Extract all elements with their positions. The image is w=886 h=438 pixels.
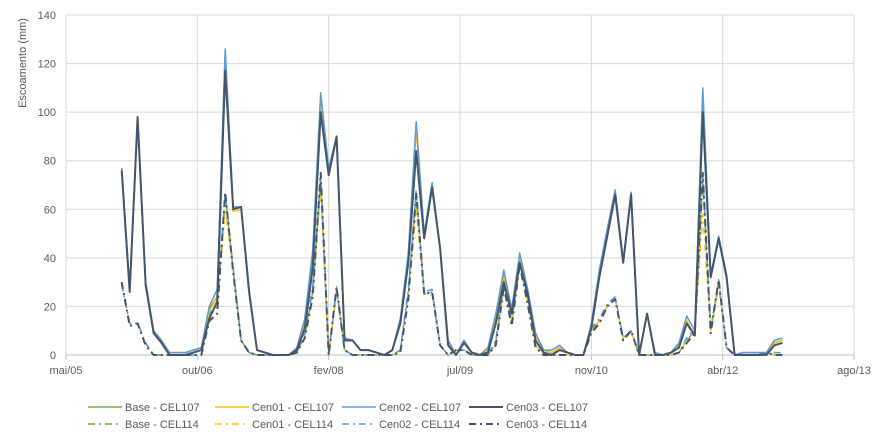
y-tick-label: 140 xyxy=(38,10,56,22)
y-tick-label: 0 xyxy=(50,350,56,362)
legend-entry: Cen01 - CEL114 xyxy=(215,419,333,431)
legend-entry: Cen01 - CEL107 xyxy=(215,402,334,414)
series-line-cen02-cel114 xyxy=(120,174,783,356)
legend-label: Cen03 - CEL114 xyxy=(506,419,587,431)
y-axis-label: Escoamento (mm) xyxy=(17,18,29,108)
y-axis-ticks: 0 20 40 60 80 100 120 140 xyxy=(38,10,56,362)
grid-lines xyxy=(65,14,855,360)
legend-entry: Cen03 - CEL107 xyxy=(469,402,588,414)
x-tick-label: fev/08 xyxy=(314,365,344,377)
x-tick-label: nov/10 xyxy=(575,365,608,377)
legend-entry: Cen02 - CEL107 xyxy=(342,402,461,414)
x-axis-ticks: mai/05 out/06 fev/08 jul/09 nov/10 abr/12 ago/… xyxy=(49,365,870,377)
legend-label: Base - CEL114 xyxy=(125,419,199,431)
y-tick-label: 100 xyxy=(38,107,56,119)
y-tick-label: 60 xyxy=(44,204,56,216)
legend-label: Cen02 - CEL114 xyxy=(379,419,460,431)
x-tick-label: mai/05 xyxy=(49,365,82,377)
legend-entry: Cen02 - CEL114 xyxy=(342,419,460,431)
y-tick-label: 80 xyxy=(44,156,56,168)
legend-label: Cen01 - CEL107 xyxy=(252,402,334,414)
legend-entry: Cen03 - CEL114 xyxy=(469,419,587,431)
chart-legend: Base - CEL107 Cen01 - CEL107 Cen02 - CEL10… xyxy=(88,402,588,431)
legend-label: Base - CEL107 xyxy=(125,402,200,414)
legend-entry: Base - CEL107 xyxy=(88,402,200,414)
y-tick-label: 40 xyxy=(44,253,56,265)
x-tick-label: out/06 xyxy=(182,365,213,377)
x-tick-label: ago/13 xyxy=(837,365,871,377)
legend-label: Cen01 - CEL114 xyxy=(252,419,333,431)
x-tick-label: abr/12 xyxy=(707,365,738,377)
legend-entry: Base - CEL114 xyxy=(88,419,199,431)
series-line-cen03-cel107 xyxy=(120,69,783,356)
x-tick-label: jul/09 xyxy=(446,365,473,377)
legend-label: Cen02 - CEL107 xyxy=(379,402,461,414)
series-lines xyxy=(120,48,783,356)
series-line-cen03-cel114 xyxy=(120,171,783,356)
legend-label: Cen03 - CEL107 xyxy=(506,402,588,414)
y-tick-label: 120 xyxy=(38,59,56,71)
y-tick-label: 20 xyxy=(44,301,56,313)
